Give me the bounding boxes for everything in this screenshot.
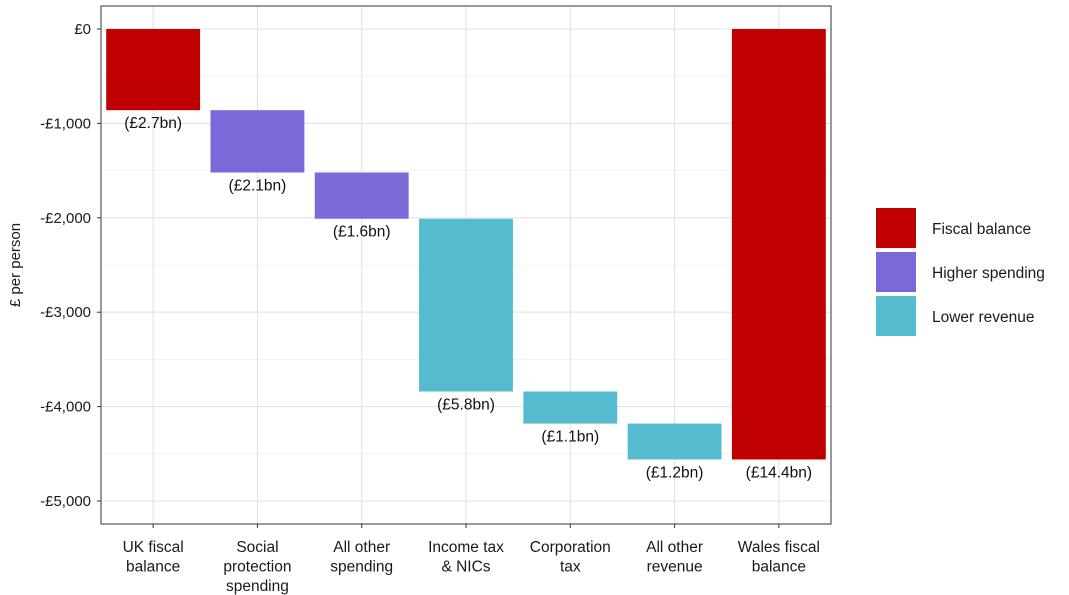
- x-tick-label: All other spending: [330, 539, 393, 576]
- legend-label: Lower revenue: [932, 309, 1035, 326]
- x-tick-label: UK fiscal balance: [123, 539, 184, 576]
- y-tick-label: -£4,000: [40, 399, 91, 416]
- bar: [210, 110, 305, 173]
- x-axis: UK fiscal balance Social protection spending…: [123, 524, 820, 595]
- legend-swatch: [876, 208, 916, 248]
- legend: Fiscal balance Higher spending Lower reven…: [876, 208, 1045, 336]
- y-axis: £0 -£1,000 -£2,000 -£3,000 -£4,000 -£5,000: [40, 21, 101, 510]
- data-label: (£1.1bn): [541, 429, 599, 446]
- y-axis-label: £ per person: [7, 223, 24, 307]
- y-tick-label: -£5,000: [40, 493, 91, 510]
- data-label: (£2.7bn): [124, 115, 182, 132]
- bar: [106, 29, 201, 111]
- data-label: (£1.6bn): [333, 224, 391, 241]
- data-label: (£5.8bn): [437, 396, 495, 413]
- x-tick-label: All other revenue: [646, 539, 703, 576]
- x-tick-label: Corporation tax: [530, 539, 611, 576]
- x-tick-label: Social protection spending: [223, 539, 291, 595]
- y-tick-label: -£1,000: [40, 115, 91, 132]
- legend-label: Fiscal balance: [932, 221, 1031, 238]
- x-tick-label: Income tax & NICs: [428, 539, 504, 576]
- bar: [731, 29, 826, 460]
- y-tick-label: -£3,000: [40, 304, 91, 321]
- legend-label: Higher spending: [932, 265, 1045, 282]
- data-labels: (£2.7bn) (£2.1bn) (£1.6bn) (£5.8bn) (£1.1bn)…: [124, 115, 812, 481]
- bars: [106, 29, 826, 460]
- y-tick-label: -£2,000: [40, 210, 91, 227]
- bar: [523, 391, 618, 424]
- bar: [419, 218, 513, 392]
- y-tick-label: £0: [74, 21, 91, 38]
- x-tick-label: Wales fiscal balance: [738, 539, 820, 576]
- bar: [627, 423, 722, 460]
- data-label: (£1.2bn): [646, 464, 704, 481]
- legend-swatch: [876, 252, 916, 292]
- data-label: (£14.4bn): [746, 464, 812, 481]
- data-label: (£2.1bn): [229, 177, 287, 194]
- bar: [314, 172, 409, 219]
- legend-swatch: [876, 296, 916, 336]
